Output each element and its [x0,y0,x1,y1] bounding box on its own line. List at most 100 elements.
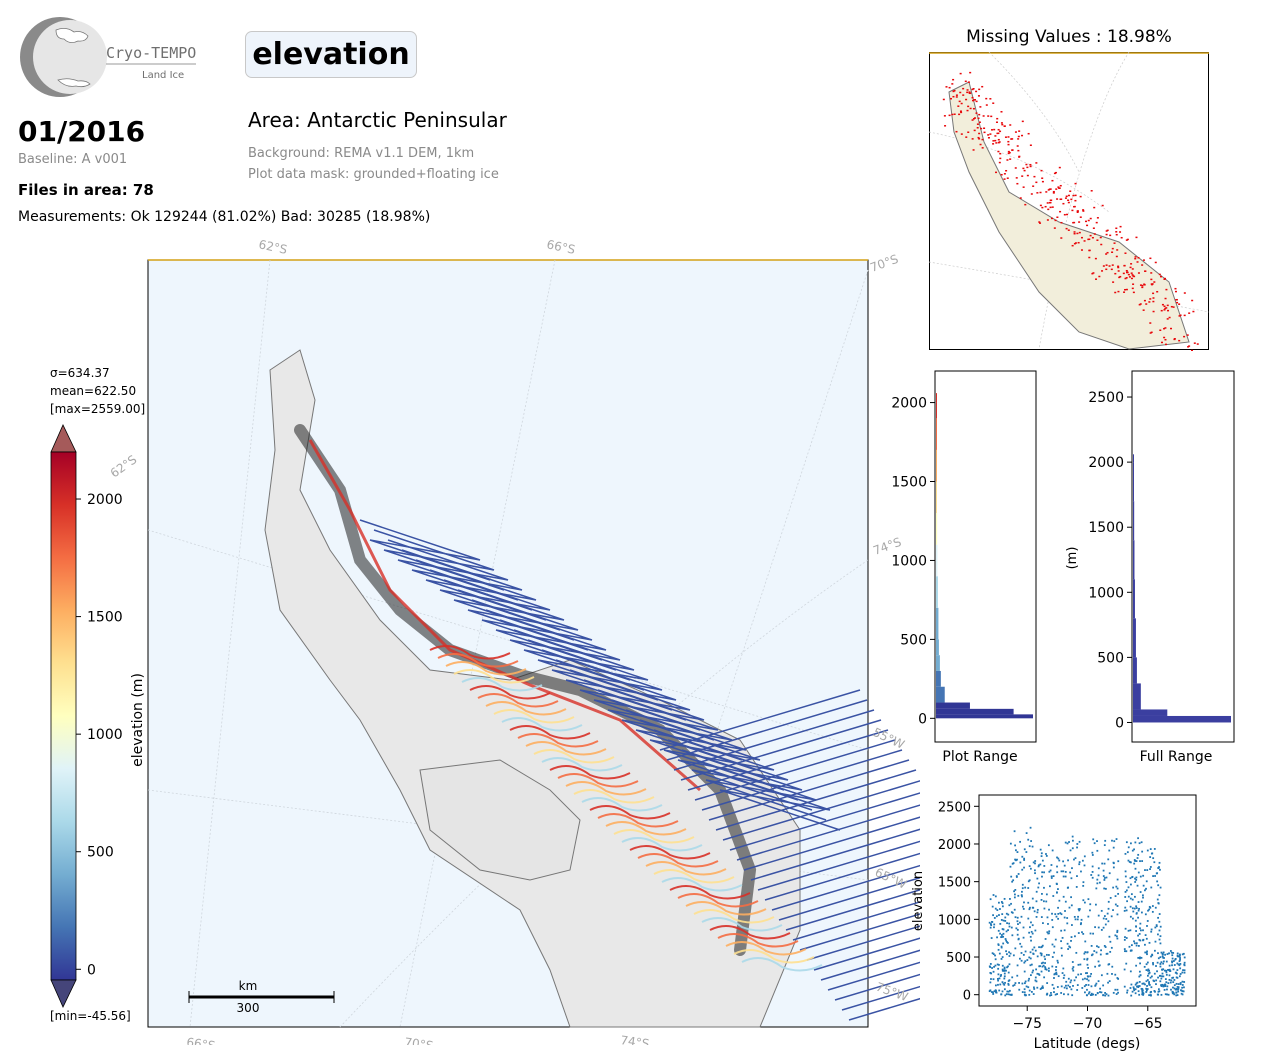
missing-point [1063,213,1066,216]
track-line [687,729,889,791]
scatter-point [1005,939,1008,942]
scatter-point [1067,993,1070,996]
scatter-point [1135,876,1138,879]
scatter-point [1138,975,1141,978]
track-line [715,769,917,831]
scatter-point [1028,993,1031,996]
scatter-point [1142,929,1144,932]
scatter-point [1162,956,1164,959]
scatter-point [1026,959,1029,961]
scatter-point [995,915,998,918]
scatter-point [1029,906,1031,909]
scatter-point [993,990,996,993]
missing-point [1007,136,1010,138]
scatter-point [1137,944,1140,947]
scatter-point [1043,871,1045,874]
scatter-point [1056,993,1058,995]
scatter-point [1049,994,1051,997]
scatter-point [1000,919,1003,921]
scatter-point [1071,924,1073,926]
scatter-point [1086,978,1088,981]
missing-point [1022,167,1025,170]
scatter-point [1159,925,1162,928]
missing-point [1141,284,1144,287]
scatter-point [1007,965,1009,968]
missing-point [1066,213,1069,216]
scatter-point [1051,983,1054,986]
scatter-point [1069,946,1072,949]
scatter-point [1020,945,1023,948]
missing-point [1079,195,1082,198]
missing-point [973,99,976,101]
scatter-point [1034,929,1037,932]
scatter-point [1007,983,1010,986]
scatter-point [1137,901,1140,903]
scatter-point [1076,989,1079,991]
missing-point [967,81,970,83]
scatter-point [1047,932,1050,935]
scatter-point [1111,973,1113,975]
scatter-point [1131,907,1134,910]
missing-point [1065,195,1068,198]
missing-point [1136,261,1139,263]
measurements-summary: Measurements: Ok 129244 (81.02%) Bad: 30… [18,209,431,225]
missing-point [966,91,969,94]
scatter-point [1007,971,1010,974]
missing-point [1055,188,1058,190]
scatter-point [1003,977,1006,980]
scatter-point [993,965,995,968]
scatter-point [1175,991,1178,994]
scatter-point [1148,908,1150,911]
scatter-point [1083,958,1086,961]
missing-point [1110,268,1113,271]
scatter-point [1004,981,1006,984]
scatter-point [1060,913,1063,916]
missing-point [951,113,954,116]
scatter-point [1138,993,1141,996]
missing-point [1009,124,1012,126]
scatter-point [1098,964,1101,967]
scatter-point [1000,974,1002,976]
scatter-point [1085,984,1087,986]
scatter-point [1031,897,1034,900]
hot-track-line [637,853,719,868]
scatter-point [1021,982,1024,985]
missing-point [952,78,955,81]
scatter-point [1030,930,1033,933]
logo-name: Cryo-TEMPO [106,44,196,62]
scatter-point [1133,907,1136,910]
missing-point [1088,256,1091,259]
scatter-point [1141,989,1144,992]
scatter-point [1155,979,1158,982]
scatter-point [1163,969,1166,972]
missing-point [966,109,969,112]
scatter-point [1112,909,1114,911]
scatter-point [1132,986,1135,989]
scatter-point [1096,882,1099,885]
scatter-point [1086,963,1089,966]
logo-ice-shape-2 [57,78,91,88]
missing-point [1089,217,1092,220]
missing-point [1084,220,1087,223]
missing-point [1047,189,1050,191]
hot-track-line [725,941,807,956]
scatter-point [1166,985,1169,988]
scatter-point [1148,994,1150,997]
hot-track-line [549,765,631,780]
missing-point [969,92,972,94]
hist-tick-label: 1000 [1088,585,1124,601]
missing-point [1109,234,1112,237]
missing-point [1059,210,1062,213]
scatter-point [1023,859,1026,861]
scatter-point [1009,865,1012,868]
scatter-point [1162,953,1164,956]
scatter-point [1086,972,1088,974]
scatter-point [1012,862,1015,865]
scatter-point [1051,965,1054,968]
missing-point [996,117,999,120]
missing-point [1050,217,1053,220]
scatter-point [1130,842,1132,845]
scatter-point [1023,991,1026,994]
hot-track-line [557,773,639,788]
scatter-point [1027,986,1030,989]
